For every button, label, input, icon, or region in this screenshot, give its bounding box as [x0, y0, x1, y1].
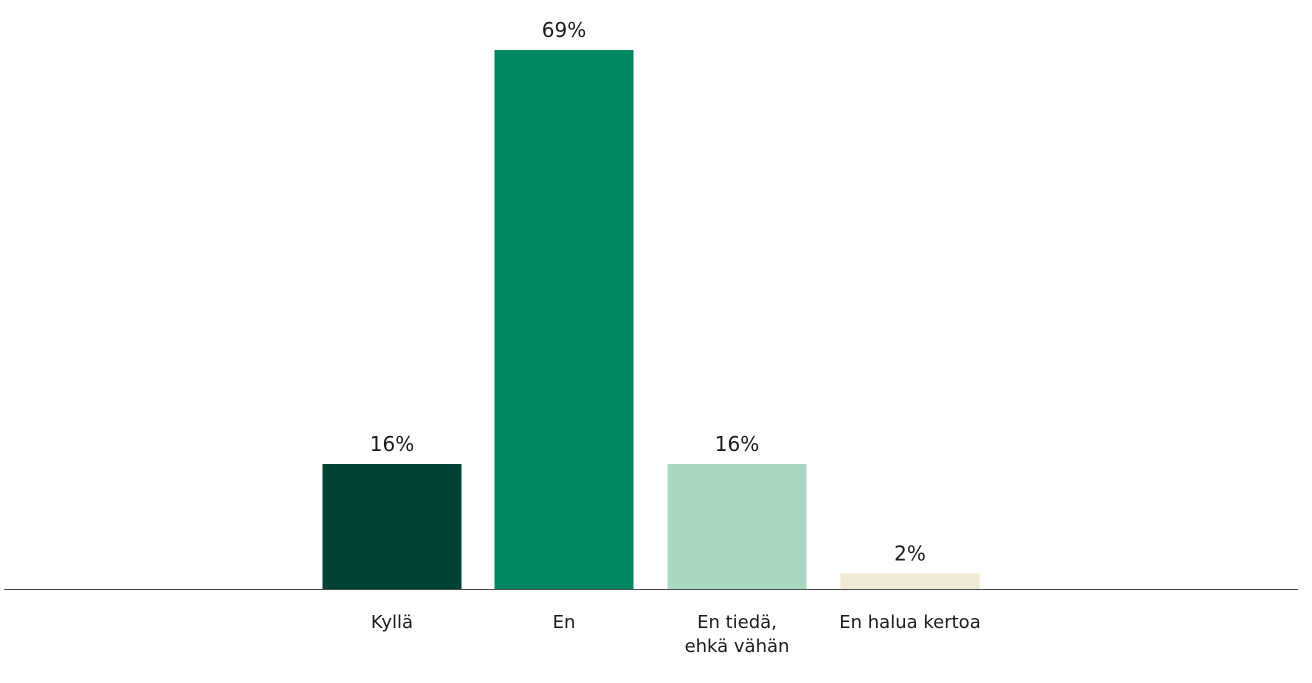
category-label-4: En halua kertoa — [839, 612, 980, 633]
value-label-4: 2% — [894, 541, 926, 565]
value-label-3: 16% — [715, 432, 759, 456]
bar-3 — [667, 464, 807, 589]
value-labels-group: 16% 69% 16% 2% — [370, 18, 926, 565]
bar-4 — [840, 573, 980, 589]
bar-1 — [322, 464, 462, 589]
category-label-line: En — [553, 612, 576, 633]
value-label-2: 69% — [542, 18, 586, 42]
category-label-3: En tiedä, ehkä vähän — [685, 612, 790, 657]
category-label-line: ehkä vähän — [685, 636, 790, 657]
category-label-1: Kyllä — [371, 612, 413, 633]
bar-2 — [494, 50, 634, 589]
value-label-1: 16% — [370, 432, 414, 456]
bars-group — [322, 50, 980, 589]
category-label-line: En halua kertoa — [839, 612, 980, 633]
category-labels-group: Kyllä En En tiedä, ehkä vähän En halua kerto… — [371, 612, 981, 657]
category-label-line: En tiedä, — [697, 612, 777, 633]
category-label-line: Kyllä — [371, 612, 413, 633]
category-label-2: En — [553, 612, 576, 633]
